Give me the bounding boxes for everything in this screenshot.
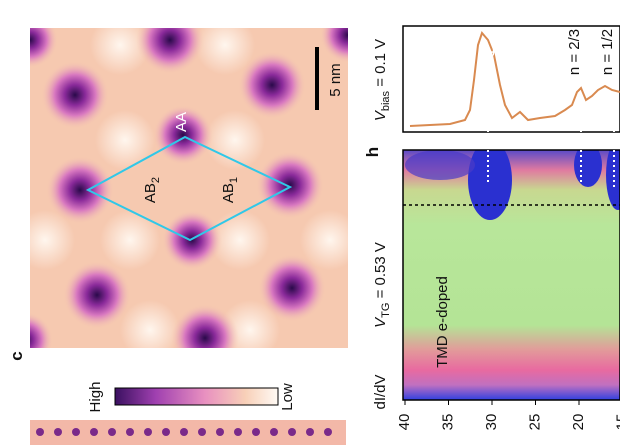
- site-ab1: AB1: [220, 177, 240, 203]
- colorbar: [114, 387, 279, 406]
- site-sub: 2: [150, 177, 162, 183]
- gate-rest: = 0.53 V: [372, 242, 389, 302]
- tick-label: 40: [396, 414, 413, 431]
- bias-rest: = 0.1 V: [372, 39, 389, 91]
- colorbar-low: Low: [279, 383, 296, 411]
- tick-label: 30: [483, 414, 500, 431]
- scale-label: 5 nm: [327, 63, 344, 96]
- bias-main: V: [372, 109, 389, 121]
- site-main: AB: [220, 183, 237, 203]
- panel-label: h: [363, 147, 382, 157]
- tick-label: 25: [526, 414, 543, 431]
- site-aa: AA: [173, 112, 190, 132]
- spectrum-curve: [409, 31, 620, 127]
- site-sub: 1: [228, 177, 240, 183]
- doping-label: TMD e-doped: [434, 276, 451, 368]
- panel-label: c: [7, 351, 26, 360]
- gate-sub: TG: [380, 303, 392, 318]
- colorbar-label: dI/dV: [372, 374, 389, 409]
- colorbar-high: High: [87, 382, 104, 413]
- filling-label: n = 2/3: [566, 29, 583, 75]
- filling-lines: [487, 95, 615, 190]
- site-main: AB: [142, 183, 159, 203]
- heatmap: [403, 150, 620, 400]
- tick-label: 15: [613, 414, 620, 431]
- tick-label: 20: [570, 414, 587, 431]
- bias-sub: bias: [380, 90, 392, 111]
- tick-group: 40 35 30 25 20 15: [396, 400, 620, 430]
- moire-image: [30, 28, 348, 348]
- bias-label: Vbias = 0.1 V: [372, 39, 392, 121]
- filling-label: n = 1/2: [599, 29, 616, 75]
- gate-main: V: [372, 316, 389, 328]
- filling-label: n = 1: [481, 48, 498, 82]
- tick-label: 35: [439, 414, 456, 431]
- site-ab2: AB2: [142, 177, 162, 203]
- gate-label: VTG = 0.53 V: [372, 242, 392, 328]
- spectrum-frame: [402, 25, 620, 133]
